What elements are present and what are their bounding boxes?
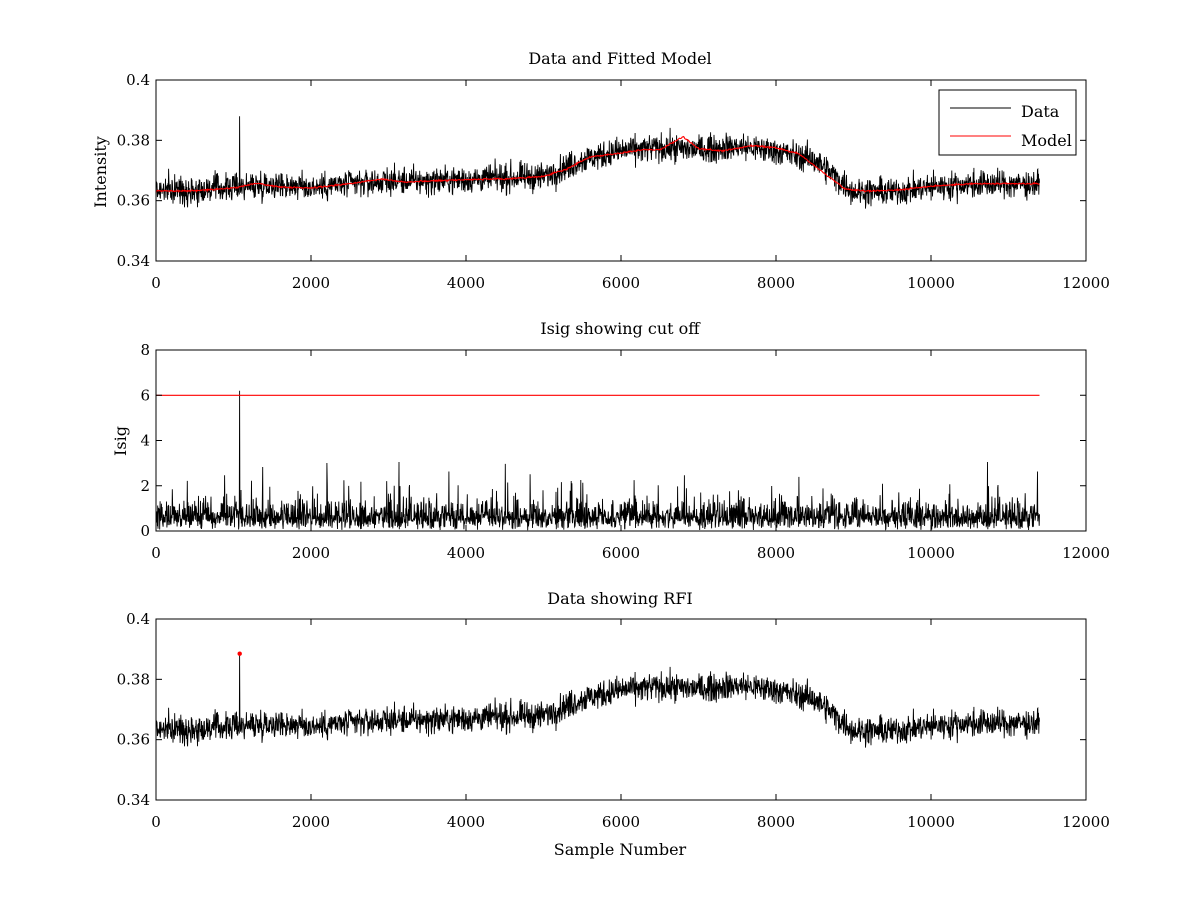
isig-series-line (155, 390, 1040, 531)
panel-3-xtick-label: 6000 (602, 813, 640, 831)
panel-1-xtick-label: 0 (151, 274, 161, 292)
rfi-data-series-line (155, 655, 1040, 748)
panel-1-xtick-label: 6000 (602, 274, 640, 292)
panel-isig: Isig showing cut off Isig 0 2000 4000 6000 8… (111, 319, 1110, 562)
panel-3-title: Data showing RFI (547, 589, 692, 608)
panel-2-xtick-label: 8000 (757, 544, 795, 562)
panel-2-xtick-label: 6000 (602, 544, 640, 562)
panel-2-ytick-label: 4 (140, 432, 150, 450)
panel-1-xtick-label: 8000 (757, 274, 795, 292)
panel-3-ytick-label: 0.4 (126, 610, 150, 628)
panel-2-ytick-label: 6 (140, 386, 150, 404)
panel-2-ylabel: Isig (111, 426, 130, 456)
panel-2-ytick-label: 2 (140, 477, 150, 495)
panel-2-ticks: 0 2000 4000 6000 8000 10000 12000 0 2 4 6 8 (140, 341, 1109, 562)
legend-box (938, 89, 1077, 156)
panel-2-xtick-label: 2000 (292, 544, 330, 562)
panel-3-series-data (155, 655, 1040, 748)
panel-3-plot-area (156, 619, 1086, 800)
panel-3-xtick-label: 12000 (1062, 813, 1110, 831)
panel-3-xtick-label: 4000 (447, 813, 485, 831)
panel-1-ylabel: Intensity (91, 136, 110, 208)
panel-2-plot-area (156, 350, 1086, 531)
panel-3-ytick-label: 0.36 (117, 731, 150, 749)
data-series-line (155, 116, 1040, 209)
rfi-marker-point (237, 651, 242, 656)
panel-1-xtick-label: 10000 (907, 274, 955, 292)
panel-1-ticks: 0 2000 4000 6000 8000 10000 12000 0.34 0.36 0.38 0… (117, 71, 1110, 292)
legend-label-data: Data (1021, 102, 1060, 121)
panel-2-xtick-label: 0 (151, 544, 161, 562)
panel-2-ytick-label: 8 (140, 341, 150, 359)
panel-1-ytick-label: 0.4 (126, 71, 150, 89)
panel-1-ytick-label: 0.34 (117, 252, 150, 270)
panel-2-xtick-label: 10000 (907, 544, 955, 562)
panel-3-xtick-label: 8000 (757, 813, 795, 831)
panel-2-series-isig (155, 390, 1040, 531)
panel-1-axes-box (155, 79, 1087, 262)
panel-3-ytick-label: 0.34 (117, 791, 150, 809)
panel-1-xtick-label: 4000 (447, 274, 485, 292)
panel-3-series-rfi (237, 651, 242, 656)
panel-1-plot-area (156, 80, 1086, 261)
panel-2-title: Isig showing cut off (540, 319, 701, 338)
panel-1-ytick-label: 0.36 (117, 192, 150, 210)
panel-data-and-model: Data and Fitted Model Intensity 0 2000 400… (91, 49, 1110, 292)
legend-label-model: Model (1021, 131, 1072, 150)
legend: Data Model (938, 89, 1077, 156)
panel-3-xlabel: Sample Number (554, 840, 687, 859)
panel-1-ytick-label: 0.38 (117, 131, 150, 149)
panel-data-rfi: Data showing RFI 0 2000 4000 6000 8000 10000 1… (117, 589, 1110, 859)
panel-1-xtick-label: 12000 (1062, 274, 1110, 292)
panel-1-title: Data and Fitted Model (528, 49, 711, 68)
panel-2-xtick-label: 12000 (1062, 544, 1110, 562)
panel-2-xtick-label: 4000 (447, 544, 485, 562)
panel-3-ticks: 0 2000 4000 6000 8000 10000 12000 0.34 0.36 0.38 0… (117, 610, 1110, 831)
panel-2-ytick-label: 0 (140, 522, 150, 540)
panel-1-series-model (155, 135, 1040, 194)
panel-3-xtick-label: 10000 (907, 813, 955, 831)
panel-2-axes-box (155, 349, 1087, 532)
panel-1-xtick-label: 2000 (292, 274, 330, 292)
panel-3-ytick-label: 0.38 (117, 670, 150, 688)
panel-3-axes-box (155, 618, 1087, 801)
panel-1-series-data (155, 116, 1040, 209)
model-series-line (155, 135, 1040, 194)
panel-3-xtick-label: 0 (151, 813, 161, 831)
panel-3-xtick-label: 2000 (292, 813, 330, 831)
